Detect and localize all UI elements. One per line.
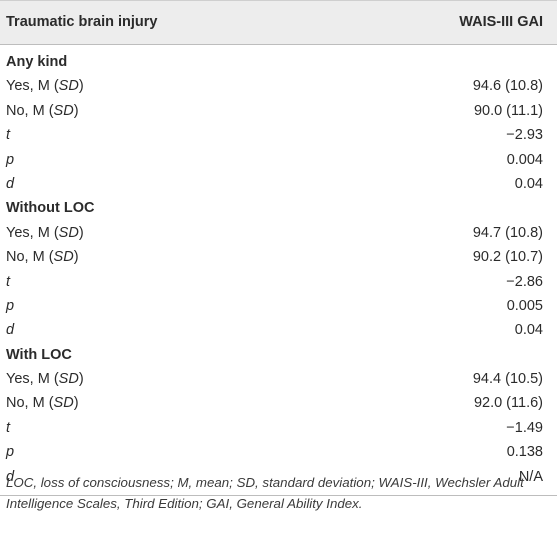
stat-symbol: d bbox=[6, 175, 15, 192]
row-label: Yes, M (SD) bbox=[6, 74, 84, 98]
table-footnote: LOC, loss of consciousness; M, mean; SD,… bbox=[6, 475, 524, 511]
table-row: Yes, M (SD) 94.7 (10.8) bbox=[0, 221, 557, 245]
header-col2: WAIS-III GAI bbox=[459, 14, 543, 30]
row-label: No, M (SD) bbox=[6, 391, 79, 415]
row-value: N/A bbox=[518, 468, 543, 485]
row-value: −2.93 bbox=[506, 127, 543, 144]
label-text: No, M ( bbox=[6, 102, 54, 119]
row-value: 0.04 bbox=[514, 175, 543, 192]
row-label: p bbox=[6, 148, 14, 172]
row-label: p bbox=[6, 440, 14, 464]
stat-symbol: p bbox=[6, 444, 15, 461]
row-value: 0.138 bbox=[506, 444, 543, 461]
table-row: t −2.93 bbox=[0, 123, 557, 147]
label-text: No, M ( bbox=[6, 249, 54, 266]
stat-symbol: d bbox=[6, 468, 15, 485]
row-value: 90.0 (11.1) bbox=[473, 102, 543, 119]
stat-symbol: p bbox=[6, 151, 15, 168]
row-value: 94.4 (10.5) bbox=[472, 371, 543, 388]
table-row: t −1.49 bbox=[0, 416, 557, 440]
stat-symbol: t bbox=[6, 419, 11, 436]
section-heading: With LOC bbox=[0, 343, 557, 367]
label-close: ) bbox=[78, 224, 84, 241]
table-row: Yes, M (SD) 94.4 (10.5) bbox=[0, 367, 557, 391]
section-title: Any kind bbox=[6, 54, 68, 70]
section-heading: Without LOC bbox=[0, 196, 557, 220]
label-close: ) bbox=[73, 102, 79, 119]
table-row: d N/A bbox=[0, 465, 557, 489]
label-italic: SD bbox=[53, 249, 74, 266]
row-label: t bbox=[6, 416, 10, 440]
label-italic: SD bbox=[58, 78, 79, 95]
row-value: 94.6 (10.8) bbox=[472, 78, 543, 95]
table-row: No, M (SD) 90.2 (10.7) bbox=[0, 245, 557, 269]
row-value: 92.0 (11.6) bbox=[473, 395, 543, 412]
table-row: Yes, M (SD) 94.6 (10.8) bbox=[0, 74, 557, 98]
row-label: p bbox=[6, 294, 14, 318]
stat-symbol: t bbox=[6, 127, 11, 144]
row-value: 0.004 bbox=[506, 151, 543, 168]
table-bottom-rule bbox=[0, 495, 557, 497]
label-italic: SD bbox=[58, 371, 79, 388]
header-col1: Traumatic brain injury bbox=[6, 14, 158, 30]
row-label: d bbox=[6, 172, 14, 196]
table-row: No, M (SD) 92.0 (11.6) bbox=[0, 391, 557, 415]
row-label: Yes, M (SD) bbox=[6, 221, 84, 245]
label-close: ) bbox=[78, 371, 84, 388]
stat-symbol: t bbox=[6, 273, 11, 290]
table-row: d 0.04 bbox=[0, 172, 557, 196]
label-text: Yes, M ( bbox=[6, 78, 59, 95]
row-label: No, M (SD) bbox=[6, 245, 79, 269]
table-row: No, M (SD) 90.0 (11.1) bbox=[0, 99, 557, 123]
table-row: d 0.04 bbox=[0, 318, 557, 342]
section-title: With LOC bbox=[6, 346, 72, 363]
table-header: Traumatic brain injury WAIS-III GAI bbox=[0, 0, 557, 45]
row-label: t bbox=[6, 270, 10, 294]
row-value: 0.005 bbox=[506, 297, 543, 314]
table-row: t −2.86 bbox=[0, 270, 557, 294]
stat-symbol: d bbox=[6, 322, 15, 339]
row-value: −1.49 bbox=[506, 419, 543, 436]
label-close: ) bbox=[78, 78, 84, 95]
row-label: d bbox=[6, 465, 14, 489]
label-italic: SD bbox=[53, 102, 74, 119]
section-title: Without LOC bbox=[6, 200, 95, 217]
row-value: 0.04 bbox=[514, 322, 543, 339]
row-value: −2.86 bbox=[506, 273, 543, 290]
row-value: 90.2 (10.7) bbox=[472, 249, 543, 266]
results-table: Traumatic brain injury WAIS-III GAI Any … bbox=[0, 0, 557, 497]
row-label: No, M (SD) bbox=[6, 99, 79, 123]
table-row: p 0.138 bbox=[0, 440, 557, 464]
row-value: 94.7 (10.8) bbox=[472, 224, 543, 241]
row-label: t bbox=[6, 123, 10, 147]
label-text: Yes, M ( bbox=[6, 224, 59, 241]
table-row: p 0.004 bbox=[0, 148, 557, 172]
section-heading: Any kind bbox=[0, 50, 557, 74]
table-body: Any kind Yes, M (SD) 94.6 (10.8) No, M (SD)… bbox=[0, 50, 557, 489]
label-italic: SD bbox=[53, 395, 74, 412]
label-text: Yes, M ( bbox=[6, 371, 59, 388]
label-close: ) bbox=[73, 395, 79, 412]
label-italic: SD bbox=[58, 224, 79, 241]
table-row: p 0.005 bbox=[0, 294, 557, 318]
label-text: No, M ( bbox=[6, 395, 54, 412]
label-close: ) bbox=[73, 249, 79, 266]
stat-symbol: p bbox=[6, 297, 15, 314]
row-label: d bbox=[6, 318, 14, 342]
row-label: Yes, M (SD) bbox=[6, 367, 84, 391]
